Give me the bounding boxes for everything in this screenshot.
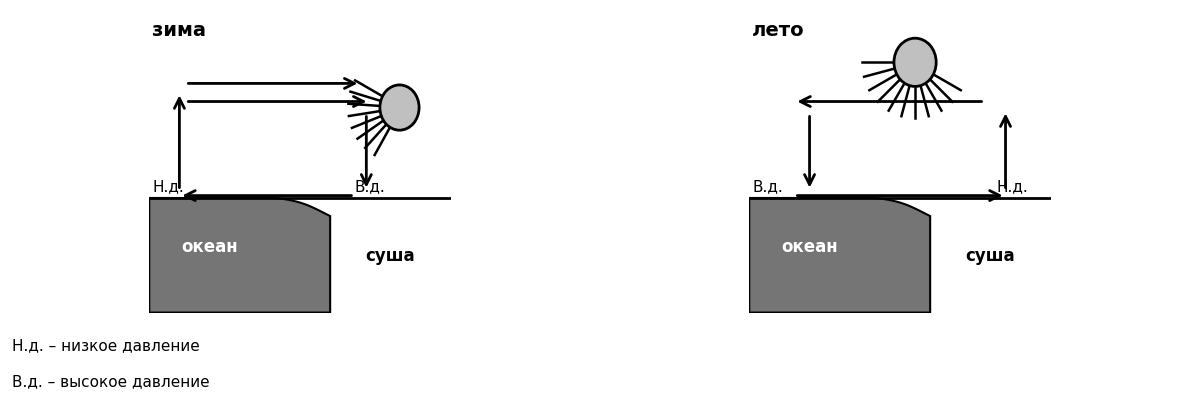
Ellipse shape bbox=[380, 86, 419, 131]
Text: зима: зима bbox=[152, 21, 206, 40]
Text: В.д.: В.д. bbox=[752, 179, 784, 194]
Text: суша: суша bbox=[966, 247, 1015, 265]
Ellipse shape bbox=[894, 39, 936, 87]
Text: В.д.: В.д. bbox=[354, 179, 385, 194]
Text: Н.д.: Н.д. bbox=[152, 179, 184, 194]
Text: В.д. – высокое давление: В.д. – высокое давление bbox=[12, 373, 210, 389]
Text: океан: океан bbox=[181, 238, 238, 255]
Text: суша: суша bbox=[366, 247, 415, 265]
Text: лето: лето bbox=[752, 21, 805, 40]
Polygon shape bbox=[149, 198, 330, 313]
Text: Н.д.: Н.д. bbox=[996, 179, 1028, 194]
Text: океан: океан bbox=[781, 238, 838, 255]
Polygon shape bbox=[749, 198, 930, 313]
Text: Н.д. – низкое давление: Н.д. – низкое давление bbox=[12, 337, 199, 352]
